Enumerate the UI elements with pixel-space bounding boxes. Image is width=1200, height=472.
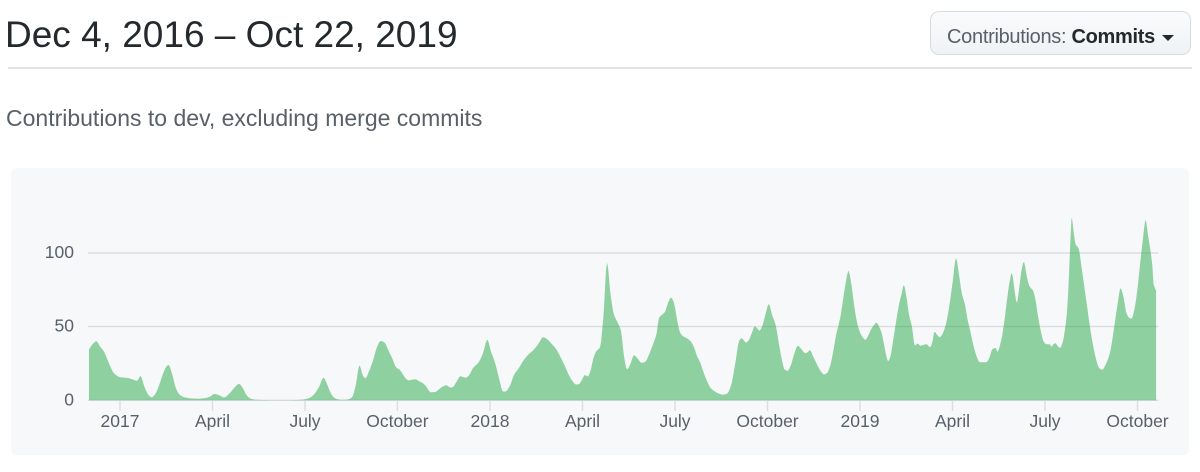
svg-text:July: July	[289, 411, 320, 431]
svg-text:April: April	[935, 411, 970, 431]
svg-text:October: October	[1106, 411, 1168, 431]
svg-text:October: October	[736, 411, 798, 431]
svg-text:April: April	[195, 411, 230, 431]
svg-text:0: 0	[64, 389, 74, 409]
svg-text:2019: 2019	[841, 411, 880, 431]
svg-text:July: July	[659, 411, 690, 431]
svg-text:July: July	[1029, 411, 1060, 431]
svg-text:2018: 2018	[471, 411, 510, 431]
svg-text:2017: 2017	[101, 411, 140, 431]
svg-text:April: April	[565, 411, 600, 431]
svg-text:50: 50	[55, 316, 75, 336]
svg-text:October: October	[366, 411, 428, 431]
svg-text:100: 100	[45, 242, 74, 262]
